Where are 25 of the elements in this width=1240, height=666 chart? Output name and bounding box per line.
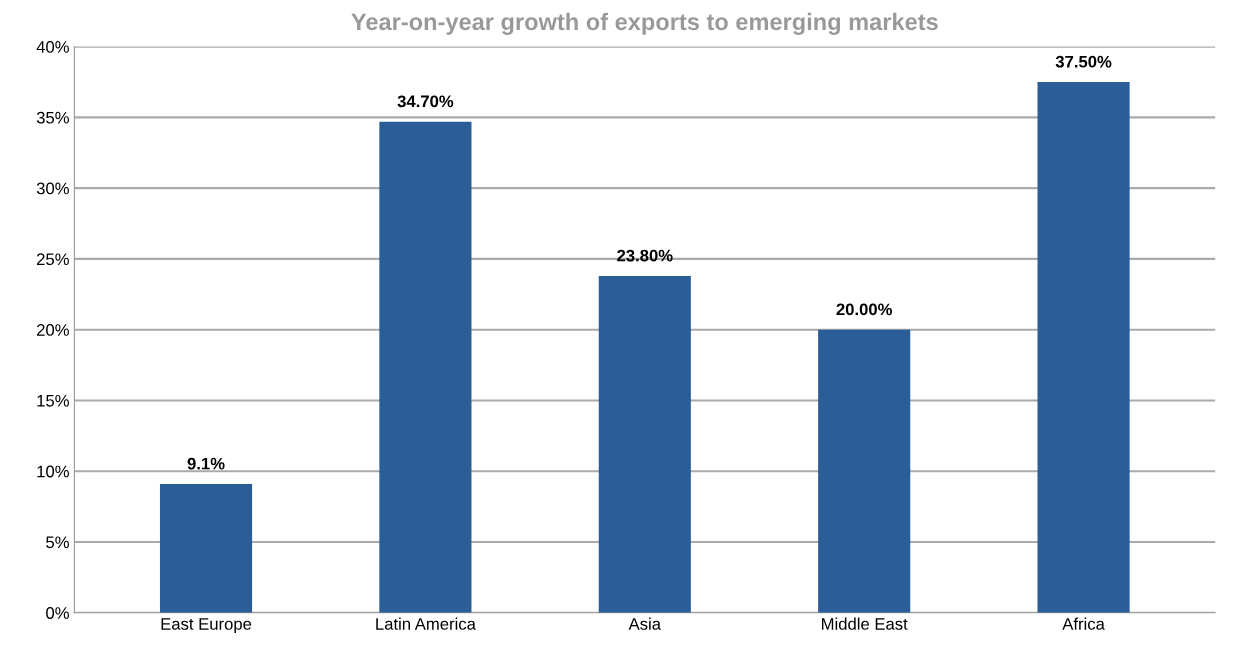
data-label: 34.70% [397,95,454,108]
y-tick-label: 30% [36,182,69,195]
data-label: 20.00% [836,303,893,316]
y-tick-label: 40% [36,41,69,53]
y-tick-label: 10% [37,465,69,478]
x-tick-label: East Europe [161,618,252,634]
x-tick-label: Middle East [822,617,908,630]
bar [598,275,691,613]
data-label: 9.1% [187,457,225,470]
y-tick-label: 15% [37,394,69,407]
x-tick-label: Latin America [376,617,476,630]
y-tick-label: 35% [36,111,69,124]
bar [1037,82,1130,613]
x-tick-label: Asia [628,617,662,630]
bar [379,121,472,613]
bar [818,329,911,613]
data-label: 37.50% [1055,55,1112,68]
y-tick-label: 25% [37,253,69,266]
bar [159,483,253,613]
chart-title: Year-on-year growth of exports to emerging markets [351,12,938,35]
y-tick-label: 20% [37,324,69,336]
y-tick-label: 5% [46,536,69,549]
y-tick-label: 0% [46,607,69,619]
x-tick-label: Africa [1062,617,1105,630]
data-label: 23.80% [617,249,673,262]
